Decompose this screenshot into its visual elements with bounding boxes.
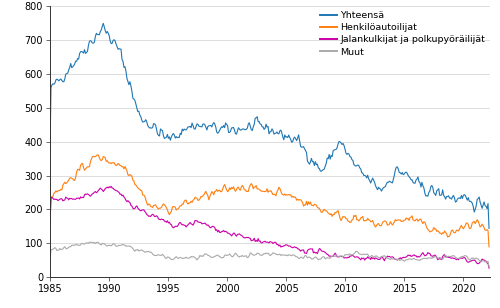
Jalankulkijat ja polkupyöräilijät xyxy=(47,222,53,226)
Jalankulkijat ja polkupyöräilijät xyxy=(446,255,452,259)
Jalankulkijat ja polkupyöräilijät xyxy=(394,258,400,261)
Jalankulkijat ja polkupyöräilijät xyxy=(108,184,114,188)
Yhteensä xyxy=(322,164,328,168)
Line: Henkilöautoilijat: Henkilöautoilijat xyxy=(50,155,489,247)
Line: Muut: Muut xyxy=(50,242,489,267)
Henkilöautoilijat xyxy=(434,229,440,233)
Henkilöautoilijat xyxy=(486,245,492,249)
Yhteensä xyxy=(446,196,452,200)
Line: Jalankulkijat ja polkupyöräilijät: Jalankulkijat ja polkupyöräilijät xyxy=(50,186,489,268)
Jalankulkijat ja polkupyöräilijät xyxy=(322,251,328,254)
Jalankulkijat ja polkupyöräilijät xyxy=(374,257,380,260)
Yhteensä xyxy=(486,226,492,230)
Jalankulkijat ja polkupyöräilijät xyxy=(434,258,440,261)
Henkilöautoilijat xyxy=(394,219,400,222)
Line: Yhteensä: Yhteensä xyxy=(50,23,489,228)
Muut xyxy=(374,254,380,258)
Muut xyxy=(486,265,492,269)
Muut xyxy=(86,240,92,244)
Henkilöautoilijat xyxy=(374,224,380,227)
Henkilöautoilijat xyxy=(290,194,296,198)
Muut xyxy=(290,253,296,257)
Henkilöautoilijat xyxy=(322,209,328,213)
Yhteensä xyxy=(290,140,296,144)
Yhteensä xyxy=(374,186,380,189)
Yhteensä xyxy=(394,165,400,169)
Muut xyxy=(394,257,400,261)
Muut xyxy=(322,257,328,261)
Muut xyxy=(47,257,53,261)
Henkilöautoilijat xyxy=(446,234,452,238)
Jalankulkijat ja polkupyöräilijät xyxy=(290,246,296,249)
Muut xyxy=(434,256,440,260)
Legend: Yhteensä, Henkilöautoilijat, Jalankulkijat ja polkupyöräilijät, Muut: Yhteensä, Henkilöautoilijat, Jalankulkij… xyxy=(318,9,487,59)
Yhteensä xyxy=(47,150,53,154)
Jalankulkijat ja polkupyöräilijät xyxy=(486,266,492,270)
Henkilöautoilijat xyxy=(94,153,100,157)
Yhteensä xyxy=(100,22,106,25)
Muut xyxy=(446,255,452,258)
Yhteensä xyxy=(434,188,440,192)
Henkilöautoilijat xyxy=(47,222,53,226)
